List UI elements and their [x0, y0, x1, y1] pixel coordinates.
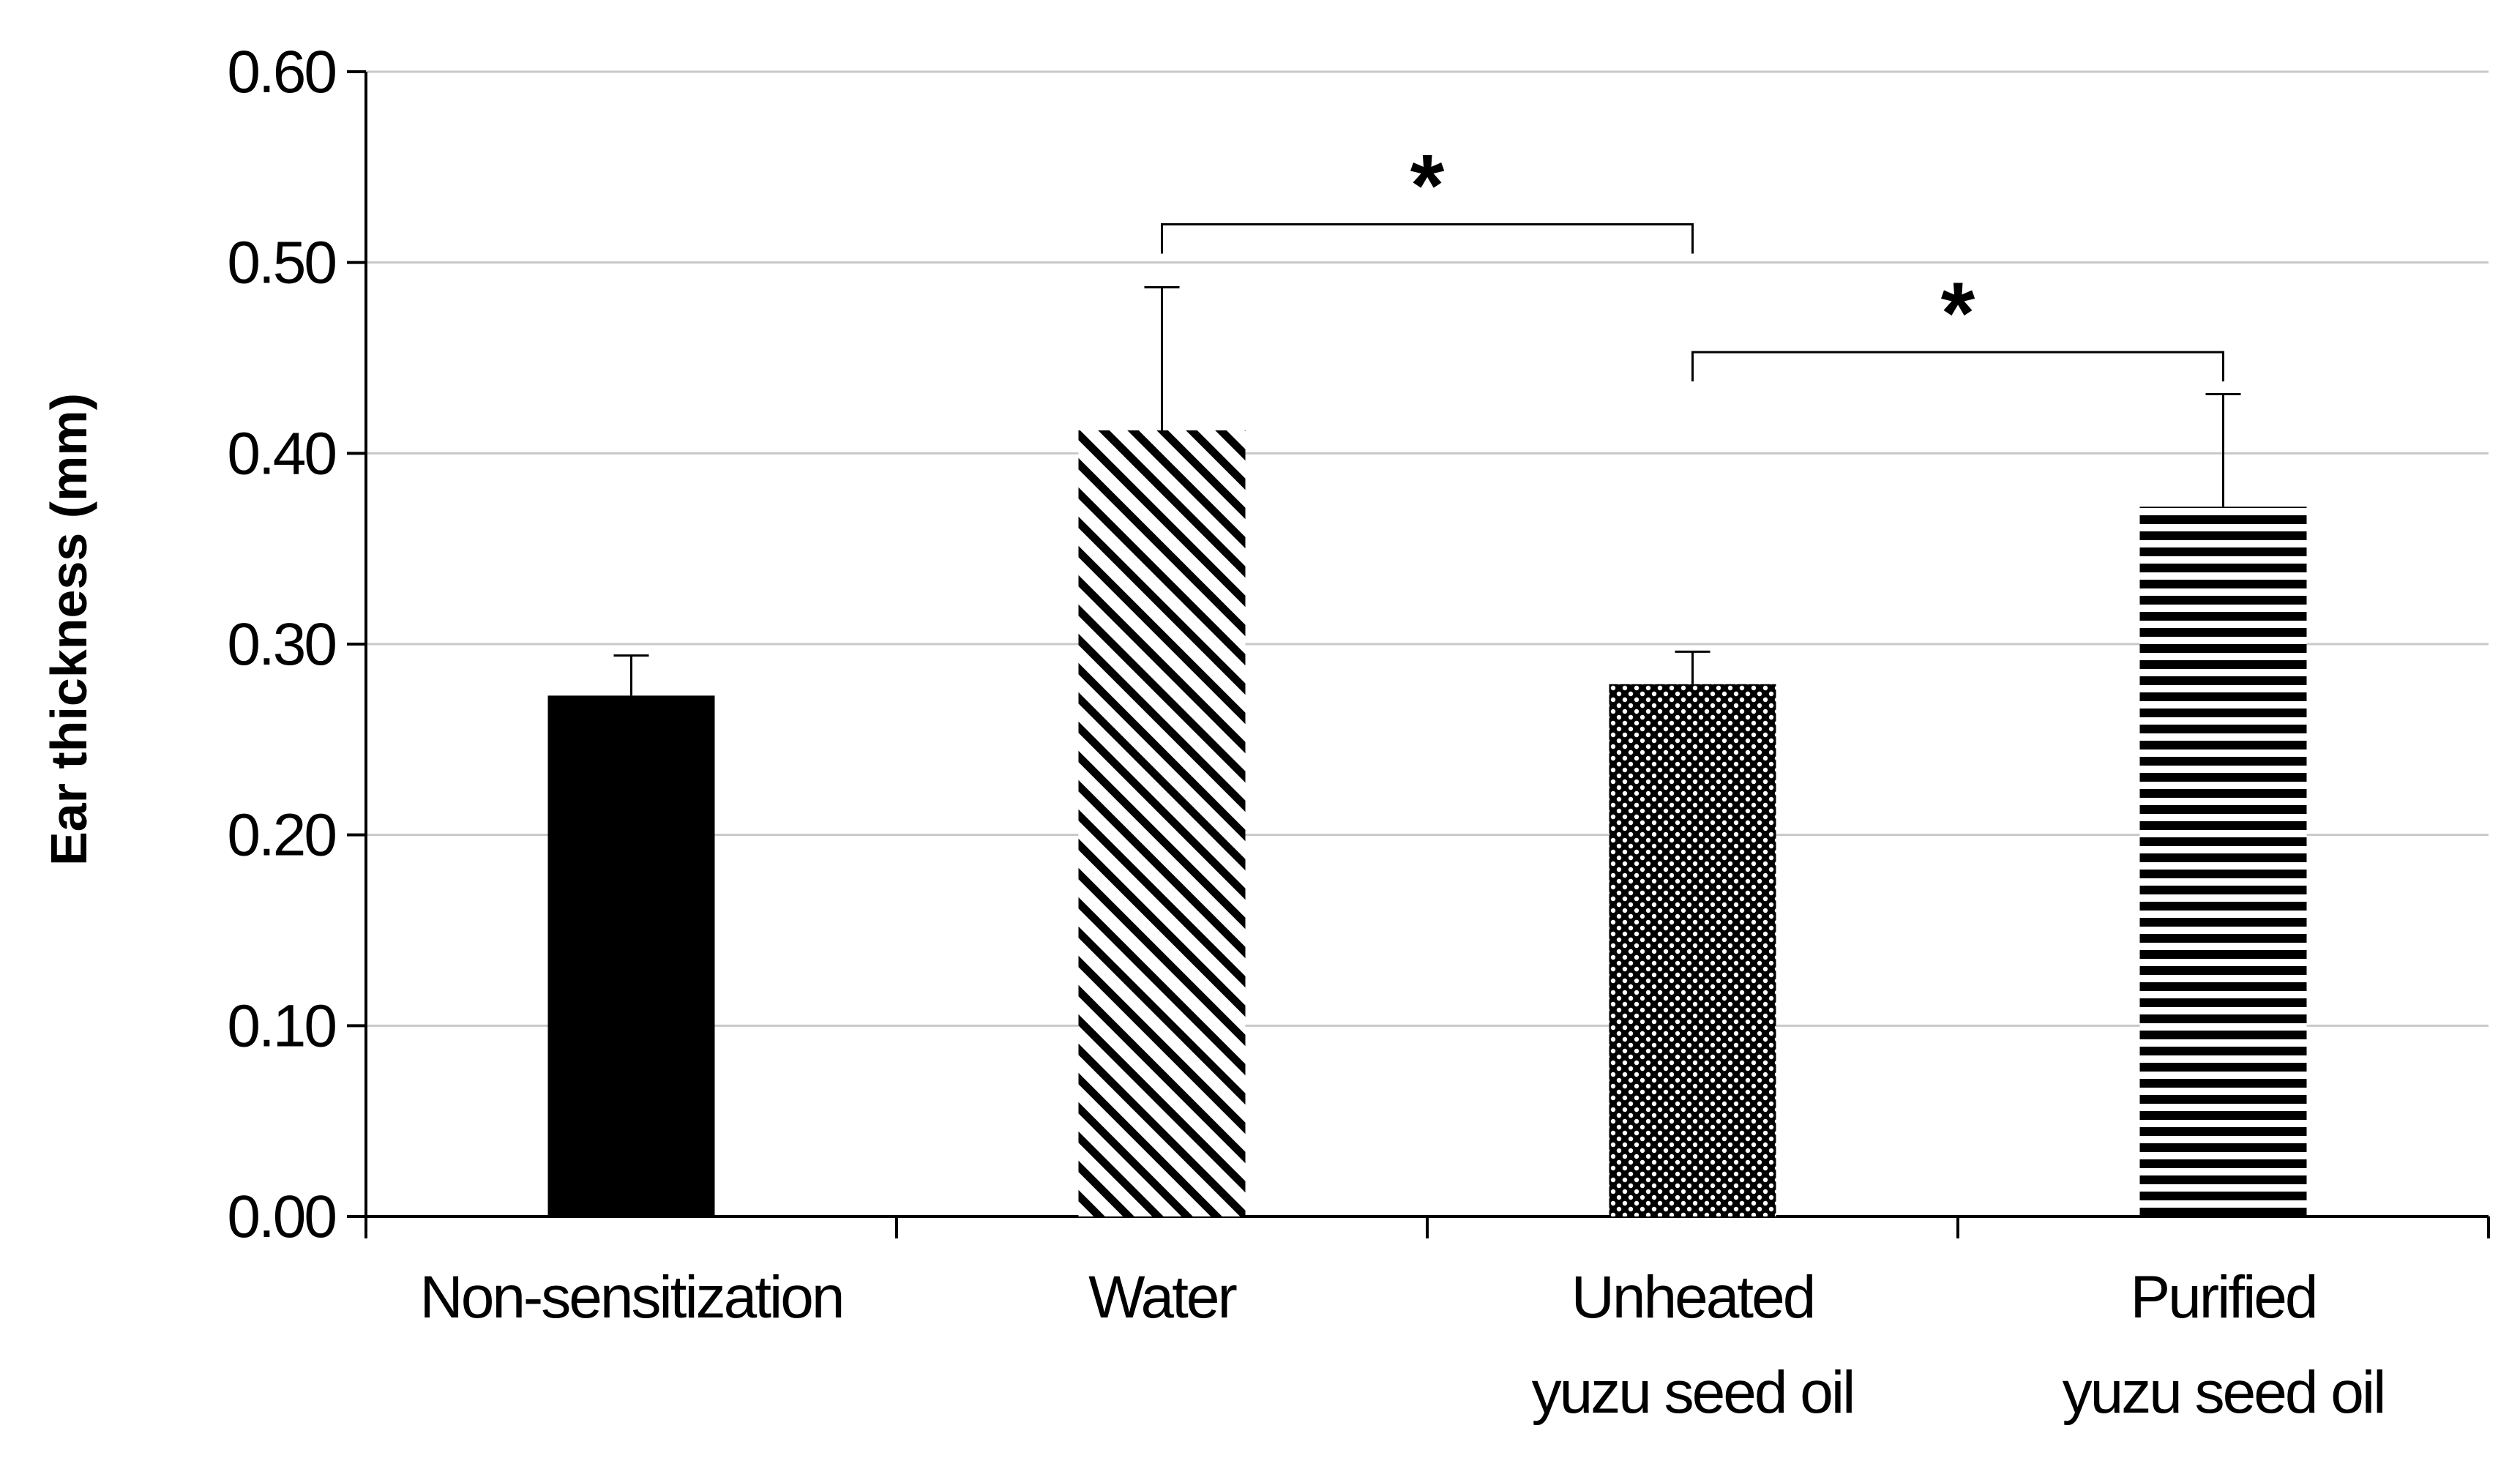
y-tick-label: 0.40	[227, 420, 335, 487]
significance-bracket	[1161, 223, 1694, 254]
y-tick-label: 0.30	[227, 611, 335, 678]
y-tick-label: 0.20	[227, 802, 335, 869]
bar	[2139, 506, 2307, 1216]
x-category-label: yuzu seed oil	[2063, 1359, 2385, 1426]
y-tick-label: 0.00	[227, 1184, 335, 1250]
error-bars	[613, 286, 2241, 696]
significance-bracket	[1691, 351, 2224, 382]
y-tick-label: 0.60	[227, 39, 335, 105]
x-category-label: Unheated	[1571, 1264, 1814, 1331]
significance-asterisk: *	[1941, 264, 1975, 362]
bar	[547, 695, 715, 1216]
labels: 0.00 0.10 0.20 0.30 0.40 0.50 0.60 Non-sensitiz…	[227, 39, 2386, 1426]
y-axis-title: Ear thickness (mm)	[40, 393, 97, 866]
bar	[1609, 684, 1776, 1216]
y-tick-label: 0.50	[227, 230, 335, 296]
bars	[547, 430, 2307, 1216]
gridlines	[366, 70, 2489, 1027]
significance-asterisk: *	[1410, 137, 1445, 235]
x-category-label: Purified	[2130, 1264, 2316, 1331]
x-category-label: Non-sensitization	[420, 1264, 843, 1331]
x-category-label: Water	[1088, 1264, 1236, 1331]
x-category-label: yuzu seed oil	[1532, 1359, 1854, 1426]
y-tick-label: 0.10	[227, 992, 335, 1059]
bar	[1078, 430, 1246, 1216]
significance-brackets: **	[1161, 137, 2224, 382]
